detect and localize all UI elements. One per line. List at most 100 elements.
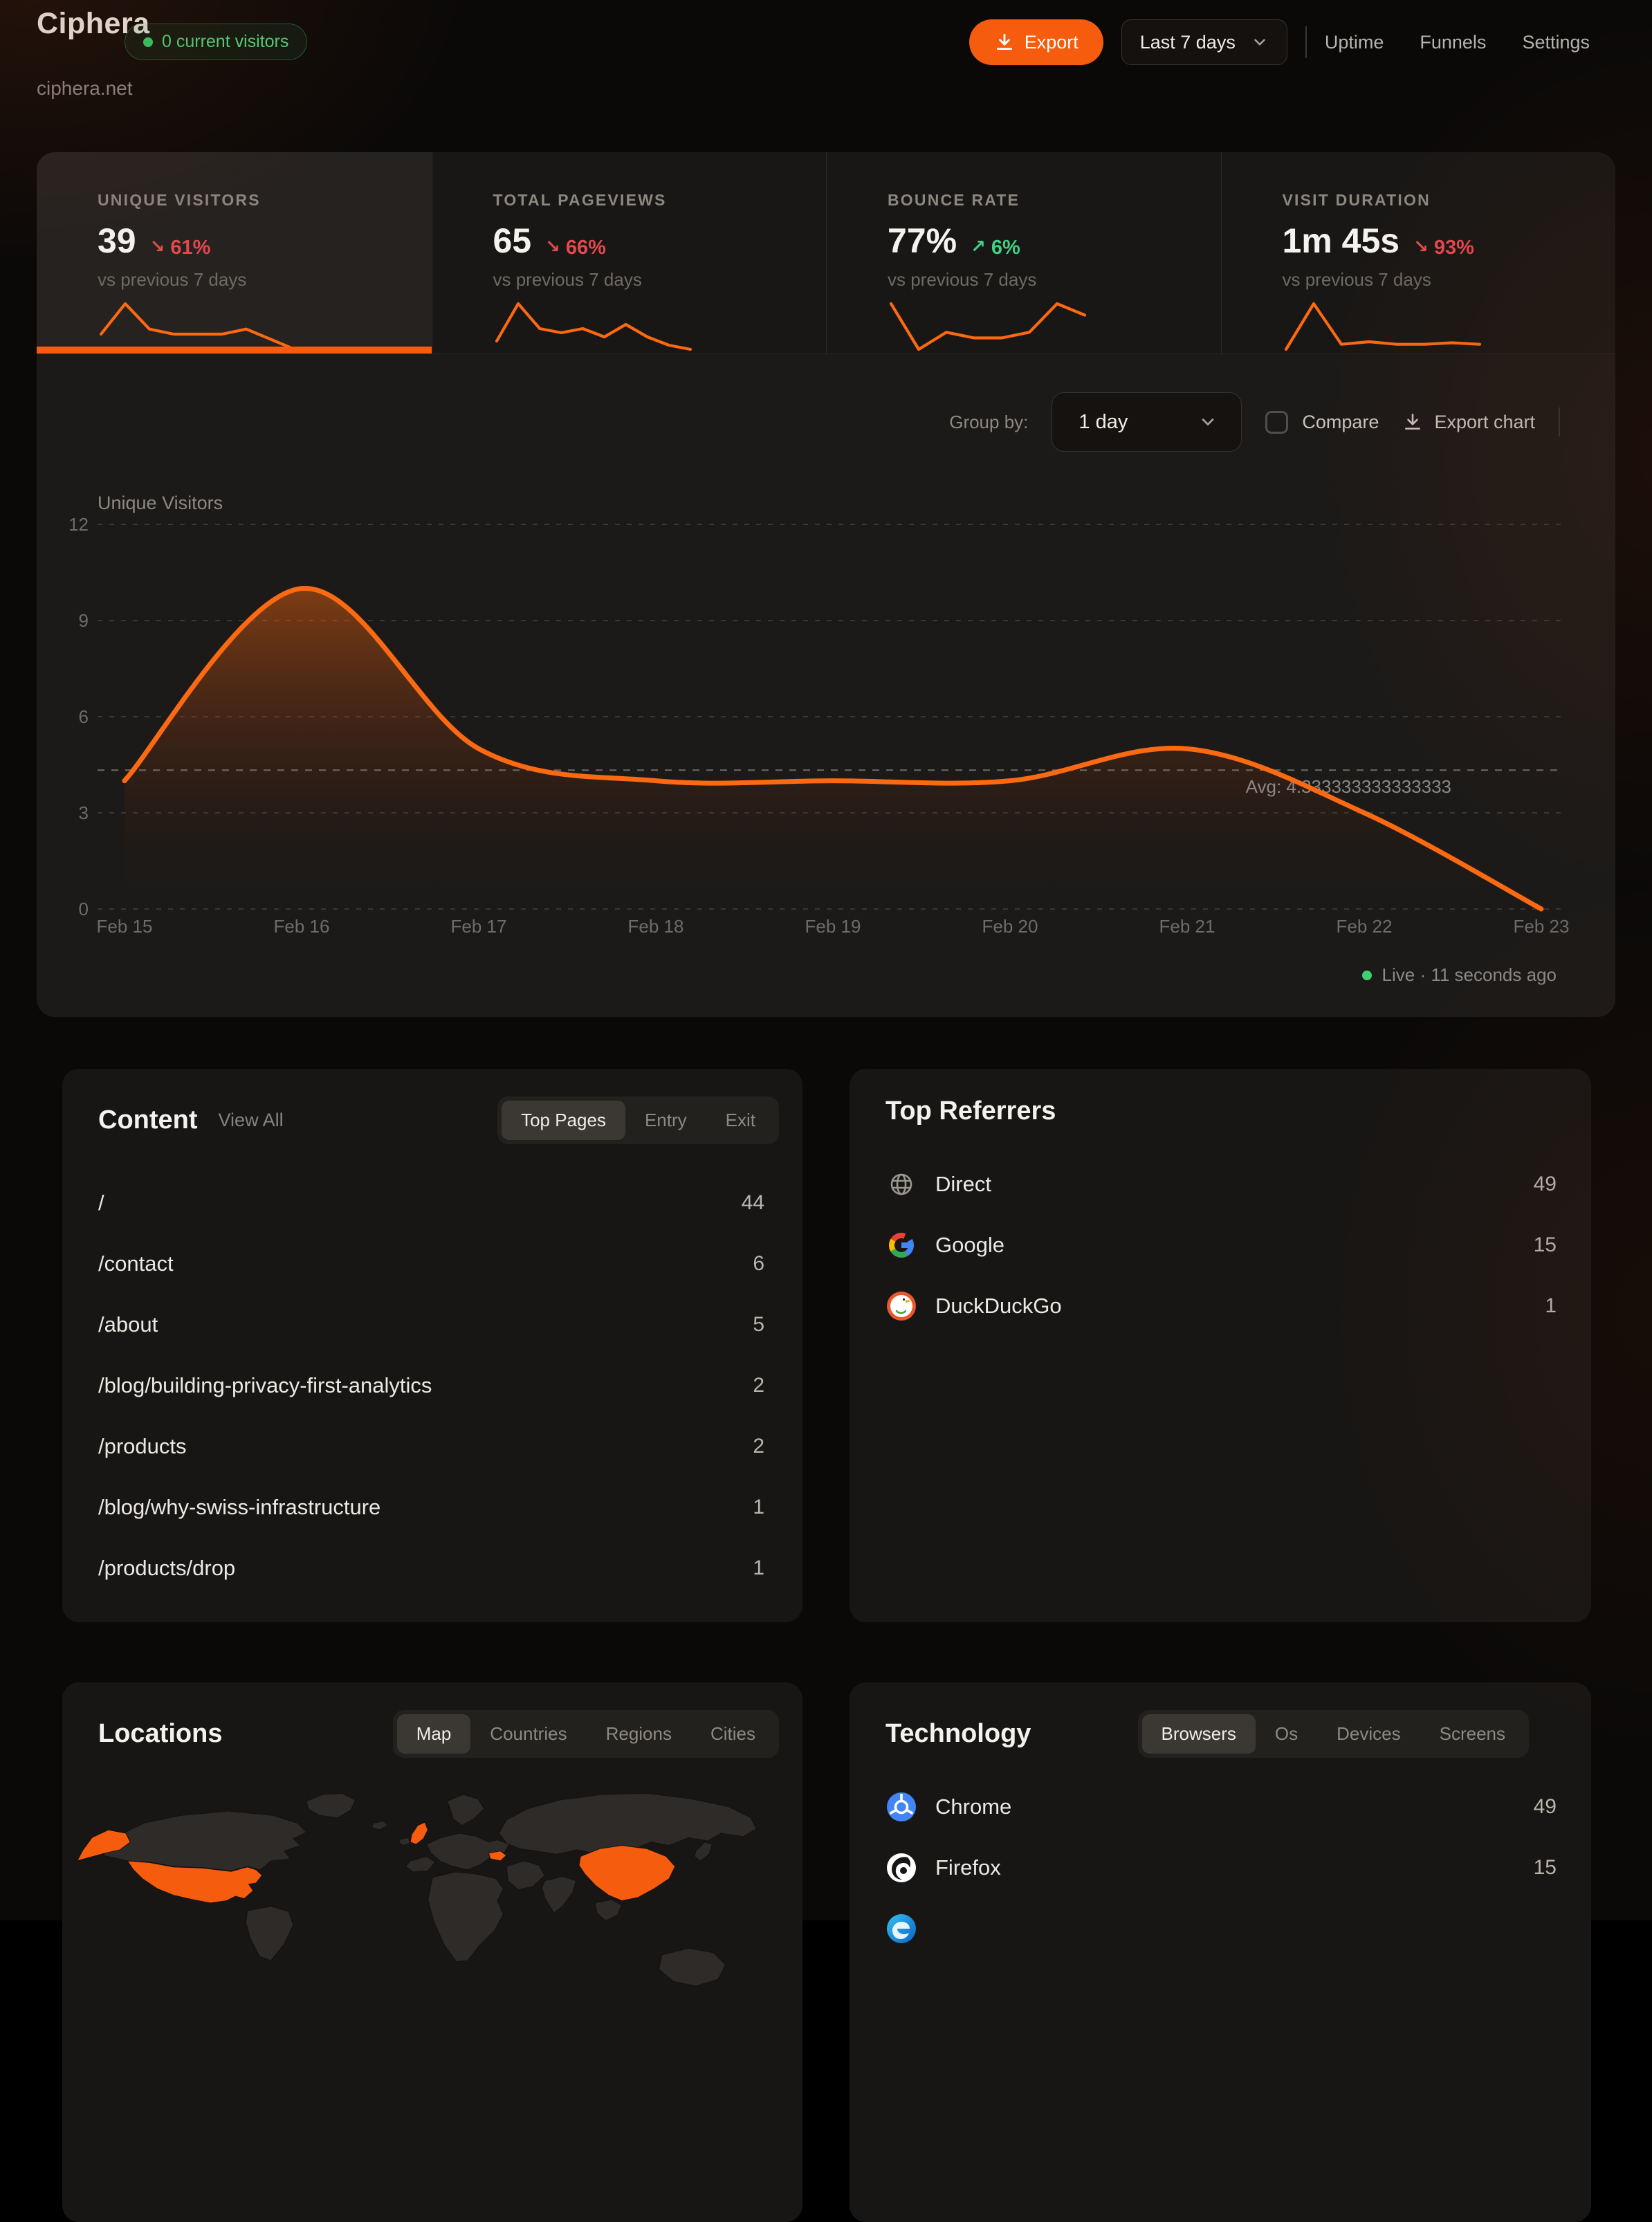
referrers-title: Top Referrers <box>885 1096 1056 1126</box>
list-item[interactable]: /blog/why-swiss-infrastructure 1 <box>98 1495 764 1519</box>
trend-arrow-icon: ↘ <box>1413 237 1429 257</box>
stat-delta: ↘ 66% <box>545 237 606 259</box>
locations-title: Locations <box>98 1719 223 1748</box>
list-item[interactable]: /products 2 <box>98 1434 764 1458</box>
chart-axis-title: Unique Visitors <box>98 493 223 513</box>
tab-screens[interactable]: Screens <box>1420 1714 1525 1754</box>
svg-text:9: 9 <box>79 610 89 631</box>
svg-text:Avg: 4.333333333333333: Avg: 4.333333333333333 <box>1246 776 1451 797</box>
tab-devices[interactable]: Devices <box>1317 1714 1420 1754</box>
stat-card-bounce-rate[interactable]: BOUNCE RATE 77% ↗ 6% vs previous 7 days <box>826 152 1221 354</box>
export-chart-button[interactable]: Export chart <box>1402 412 1535 433</box>
tab-regions[interactable]: Regions <box>587 1714 691 1754</box>
tab-exit[interactable]: Exit <box>706 1101 775 1140</box>
stat-value: 77% <box>888 221 957 260</box>
view-all-link[interactable]: View All <box>218 1110 284 1130</box>
stat-label: BOUNCE RATE <box>888 191 1020 209</box>
stat-delta: ↘ 93% <box>1413 237 1474 259</box>
content-title: Content <box>98 1105 198 1135</box>
world-map[interactable] <box>62 1772 802 2010</box>
group-by-value: 1 day <box>1079 410 1128 433</box>
stat-card-total-pageviews[interactable]: TOTAL PAGEVIEWS 65 ↘ 66% vs previous 7 da… <box>431 152 827 354</box>
trend-arrow-icon: ↗ <box>971 237 986 257</box>
nav-item-funnels[interactable]: Funnels <box>1420 31 1487 53</box>
export-chart-label: Export chart <box>1434 411 1535 432</box>
list-item[interactable]: /blog/building-privacy-first-analytics 2 <box>98 1373 764 1397</box>
stat-label: TOTAL PAGEVIEWS <box>493 191 667 209</box>
tab-cities[interactable]: Cities <box>691 1714 775 1754</box>
analytics-panel: UNIQUE VISITORS 39 ↘ 61% vs previous 7 da… <box>37 152 1615 1017</box>
globe-icon <box>890 1173 912 1195</box>
list-item[interactable] <box>885 1898 1557 1959</box>
sparkline-chart <box>99 302 297 351</box>
svg-text:Feb 22: Feb 22 <box>1337 916 1393 937</box>
nav-item-settings[interactable]: Settings <box>1522 31 1590 53</box>
trend-arrow-icon: ↘ <box>149 237 165 257</box>
tab-entry[interactable]: Entry <box>625 1101 706 1140</box>
date-range-select[interactable]: Last 7 days <box>1121 19 1287 65</box>
compare-checkbox[interactable] <box>1265 410 1289 434</box>
content-rows: /44 /contact 6 /about 5 /blog/building-pri… <box>98 1173 764 1599</box>
referrer-rows: Direct 49 Google 15 <box>885 1154 1557 1337</box>
google-icon <box>889 1233 914 1258</box>
list-item[interactable]: Google 15 <box>885 1215 1557 1276</box>
export-button-label: Export <box>1024 31 1079 53</box>
chrome-icon <box>887 1792 916 1821</box>
sparkline-chart <box>1284 302 1481 351</box>
site-domain: ciphera.net <box>37 77 133 99</box>
stats-row: UNIQUE VISITORS 39 ↘ 61% vs previous 7 da… <box>37 152 1615 354</box>
svg-text:Feb 16: Feb 16 <box>274 916 330 937</box>
compare-toggle[interactable]: Compare <box>1265 410 1379 434</box>
live-status: Live · 11 seconds ago <box>1361 964 1557 986</box>
group-by-select[interactable]: 1 day <box>1052 392 1242 452</box>
download-icon <box>1405 414 1421 430</box>
svg-text:Feb 20: Feb 20 <box>982 916 1038 937</box>
list-item[interactable]: Chrome 49 <box>885 1776 1557 1837</box>
technology-tabs: Browsers Os Devices Screens <box>1137 1710 1529 1758</box>
current-visitors-badge: 0 current visitors <box>125 24 308 60</box>
stat-card-unique-visitors[interactable]: UNIQUE VISITORS 39 ↘ 61% vs previous 7 da… <box>37 152 432 354</box>
svg-text:6: 6 <box>79 706 89 727</box>
list-item[interactable]: /44 <box>98 1191 764 1215</box>
tab-top-pages[interactable]: Top Pages <box>502 1101 625 1140</box>
referrers-panel: Top Referrers Direct 49 <box>850 1069 1591 1622</box>
list-item[interactable]: DuckDuckGo 1 <box>885 1276 1557 1337</box>
stat-card-visit-duration[interactable]: VISIT DURATION 1m 45s ↘ 93% vs previous 7… <box>1220 152 1616 354</box>
live-dot-icon <box>1361 970 1372 980</box>
group-by-label: Group by: <box>949 411 1029 432</box>
duckduckgo-icon <box>887 1292 916 1321</box>
nav-item-uptime[interactable]: Uptime <box>1324 31 1384 53</box>
list-item[interactable]: Firefox 15 <box>885 1837 1557 1898</box>
unique-visitors-chart[interactable]: 0 3 6 9 12 Feb 15 Feb 16 Feb 17 Feb 18 Feb 19 Feb … <box>37 354 1615 1017</box>
stat-compare: vs previous 7 days <box>888 269 1037 290</box>
svg-text:Feb 18: Feb 18 <box>628 916 684 937</box>
stat-compare: vs previous 7 days <box>98 269 247 290</box>
svg-text:Feb 19: Feb 19 <box>805 916 861 937</box>
content-tabs: Top Pages Entry Exit <box>497 1096 779 1144</box>
tab-browsers[interactable]: Browsers <box>1141 1714 1256 1754</box>
svg-text:Feb 21: Feb 21 <box>1159 916 1215 937</box>
svg-text:Feb 17: Feb 17 <box>451 916 507 937</box>
download-icon <box>996 33 1012 50</box>
compare-label: Compare <box>1302 411 1379 432</box>
export-button[interactable]: Export <box>969 19 1103 65</box>
list-item[interactable]: /contact 6 <box>98 1251 764 1276</box>
stat-compare: vs previous 7 days <box>493 269 642 290</box>
technology-panel: Technology Browsers Os Devices Screens <box>850 1682 1591 2222</box>
live-status-text: Live · 11 seconds ago <box>1382 964 1557 985</box>
tab-countries[interactable]: Countries <box>470 1714 586 1754</box>
stat-label: VISIT DURATION <box>1282 191 1431 209</box>
header-actions: Export Last 7 days Uptime Funnels Settin… <box>969 19 1590 65</box>
trend-arrow-icon: ↘ <box>545 237 560 257</box>
chevron-down-icon <box>1254 39 1265 46</box>
sparkline-chart <box>889 302 1087 351</box>
stat-compare: vs previous 7 days <box>1282 269 1431 290</box>
technology-rows: Chrome 49 Firefox 15 <box>885 1776 1557 1959</box>
list-item[interactable]: /products/drop 1 <box>98 1556 764 1580</box>
chevron-down-icon <box>1202 419 1214 425</box>
list-item[interactable]: Direct 49 <box>885 1154 1557 1215</box>
svg-text:Feb 23: Feb 23 <box>1514 916 1570 937</box>
tab-map[interactable]: Map <box>396 1714 471 1754</box>
tab-os[interactable]: Os <box>1256 1714 1317 1754</box>
list-item[interactable]: /about 5 <box>98 1312 764 1337</box>
